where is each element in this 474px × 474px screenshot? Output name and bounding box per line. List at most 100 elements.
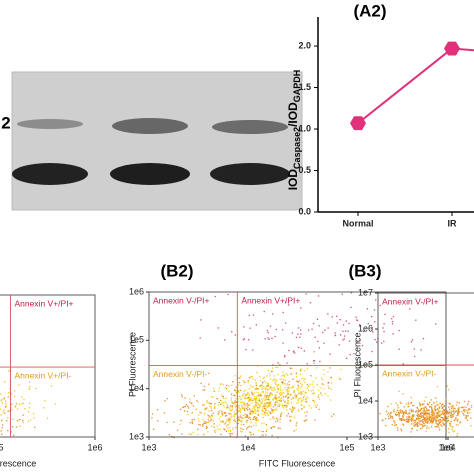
- event-dot: [450, 411, 452, 413]
- event-dot: [461, 411, 463, 413]
- event-dot: [300, 329, 302, 331]
- event-dot: [237, 390, 239, 392]
- event-dot: [421, 407, 423, 409]
- event-dot: [450, 403, 452, 405]
- event-dot: [396, 409, 399, 411]
- event-dot: [212, 396, 214, 398]
- event-dot: [441, 425, 443, 427]
- event-dot: [264, 412, 267, 414]
- event-dot: [455, 424, 458, 426]
- event-dot: [422, 408, 425, 410]
- event-dot: [243, 407, 246, 409]
- event-dot: [46, 417, 49, 420]
- event-dot: [237, 416, 239, 419]
- event-dot: [275, 404, 277, 406]
- event-dot: [402, 418, 404, 421]
- event-dot: [316, 367, 318, 369]
- event-dot: [225, 412, 227, 414]
- event-dot: [422, 410, 424, 412]
- event-dot: [452, 410, 454, 412]
- event-dot: [295, 397, 297, 399]
- event-dot: [408, 415, 410, 417]
- event-dot: [230, 393, 233, 396]
- event-dot: [434, 425, 436, 428]
- event-dot: [280, 393, 283, 395]
- event-dot: [267, 402, 269, 404]
- event-dot: [412, 420, 415, 422]
- event-dot: [438, 414, 440, 417]
- event-dot: [425, 406, 427, 408]
- event-dot: [273, 426, 276, 428]
- event-dot: [424, 420, 426, 422]
- event-dot: [282, 342, 284, 344]
- event-dot: [247, 409, 249, 411]
- event-dot: [423, 410, 425, 412]
- event-dot: [415, 410, 417, 412]
- quadrant-label: Annexin V-/PI+: [153, 295, 210, 305]
- event-dot: [254, 392, 256, 394]
- event-dot: [259, 376, 261, 378]
- event-dot: [210, 425, 213, 427]
- event-dot: [230, 397, 233, 399]
- event-dot: [176, 429, 179, 431]
- event-dot: [232, 426, 234, 429]
- event-dot: [267, 382, 269, 384]
- event-dot: [279, 378, 281, 380]
- event-dot: [400, 402, 402, 404]
- event-dot: [261, 381, 264, 384]
- blot-band: [12, 163, 88, 185]
- event-dot: [276, 379, 278, 381]
- event-dot: [431, 414, 434, 417]
- event-dot: [421, 424, 424, 426]
- event-dot: [180, 419, 182, 422]
- event-dot: [245, 394, 247, 396]
- event-dot: [243, 326, 245, 328]
- event-dot: [19, 403, 21, 406]
- event-dot: [272, 389, 274, 392]
- event-dot: [254, 400, 257, 402]
- event-dot: [234, 334, 237, 336]
- event-dot: [170, 435, 173, 438]
- event-dot: [417, 411, 419, 413]
- event-dot: [289, 408, 291, 410]
- event-dot: [416, 424, 418, 426]
- event-dot: [399, 401, 401, 403]
- event-dot: [294, 416, 296, 419]
- event-dot: [226, 425, 228, 427]
- event-dot: [214, 407, 216, 409]
- event-dot: [384, 418, 387, 420]
- event-dot: [438, 406, 441, 408]
- event-dot: [414, 425, 416, 427]
- event-dot: [192, 405, 194, 407]
- event-dot: [252, 418, 254, 420]
- event-dot: [267, 337, 269, 339]
- event-dot: [213, 423, 215, 425]
- event-dot: [407, 405, 409, 408]
- event-dot: [1, 402, 4, 404]
- event-dot: [370, 315, 373, 318]
- event-dot: [232, 405, 234, 407]
- event-dot: [434, 418, 437, 421]
- event-dot: [443, 418, 445, 421]
- event-dot: [429, 415, 431, 417]
- event-dot: [272, 399, 275, 401]
- event-dot: [355, 316, 357, 318]
- event-dot: [234, 374, 236, 377]
- event-dot: [296, 422, 298, 424]
- event-dot: [382, 327, 384, 329]
- event-dot: [426, 420, 428, 422]
- event-dot: [239, 389, 242, 391]
- event-dot: [437, 423, 439, 425]
- event-dot: [268, 388, 270, 390]
- event-dot: [436, 417, 438, 419]
- event-dot: [327, 327, 329, 329]
- event-dot: [5, 406, 7, 408]
- event-dot: [236, 392, 238, 394]
- event-dot: [222, 397, 225, 399]
- event-dot: [166, 421, 168, 424]
- x-axis-label: FITC Fluorescence: [0, 458, 36, 468]
- event-dot: [211, 414, 213, 416]
- event-dot: [256, 391, 258, 394]
- event-dot: [264, 402, 266, 404]
- event-dot: [28, 407, 31, 409]
